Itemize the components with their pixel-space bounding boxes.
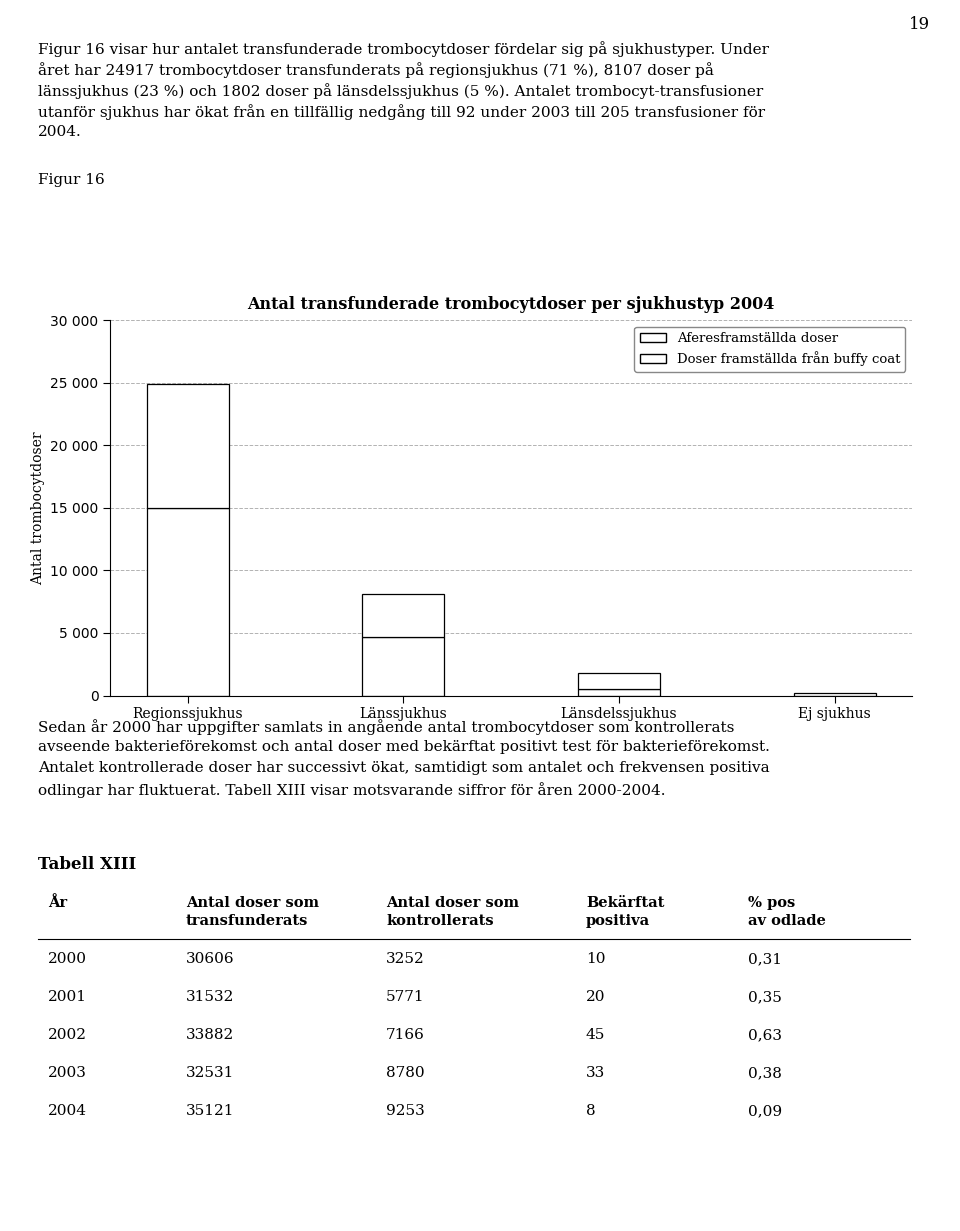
Text: odlingar har fluktuerat. Tabell XIII visar motsvarande siffror för åren 2000-200: odlingar har fluktuerat. Tabell XIII vis… [38, 782, 665, 798]
Bar [363, 595, 444, 636]
Text: 8: 8 [586, 1104, 595, 1118]
Bar [363, 636, 444, 696]
Text: 0,38: 0,38 [748, 1066, 781, 1080]
Title: Antal transfunderade trombocytdoser per sjukhustyp 2004: Antal transfunderade trombocytdoser per … [248, 295, 775, 313]
Text: länssjukhus (23 %) och 1802 doser på länsdelssjukhus (5 %). Antalet trombocyt-tr: länssjukhus (23 %) och 1802 doser på län… [38, 82, 763, 98]
Text: 2002: 2002 [48, 1028, 87, 1041]
Text: 9253: 9253 [386, 1104, 424, 1118]
Text: 33882: 33882 [186, 1028, 234, 1041]
Text: 33: 33 [586, 1066, 605, 1080]
Text: 7166: 7166 [386, 1028, 425, 1041]
Text: År: År [48, 896, 67, 910]
Text: 0,63: 0,63 [748, 1028, 782, 1041]
Text: 2004.: 2004. [38, 126, 82, 139]
Text: 0,31: 0,31 [748, 952, 782, 966]
Text: Tabell XIII: Tabell XIII [38, 856, 136, 873]
Text: Sedan år 2000 har uppgifter samlats in angående antal trombocytdoser som kontrol: Sedan år 2000 har uppgifter samlats in a… [38, 719, 734, 735]
Bar [794, 693, 876, 696]
Text: 0,35: 0,35 [748, 990, 781, 1004]
Text: 2004: 2004 [48, 1104, 87, 1118]
Text: 5771: 5771 [386, 990, 424, 1004]
Bar [147, 384, 228, 508]
Text: Antal doser som
transfunderats: Antal doser som transfunderats [186, 896, 319, 928]
Text: 10: 10 [586, 952, 606, 966]
Text: 31532: 31532 [186, 990, 234, 1004]
Text: Figur 16: Figur 16 [38, 174, 105, 187]
Text: % pos
av odlade: % pos av odlade [748, 896, 826, 928]
Text: Bekärftat
positiva: Bekärftat positiva [586, 896, 664, 928]
Text: 30606: 30606 [186, 952, 234, 966]
Text: 19: 19 [909, 16, 930, 33]
Legend: Aferesframställda doser, Doser framställda från buffy coat: Aferesframställda doser, Doser framställ… [635, 326, 905, 372]
Text: 35121: 35121 [186, 1104, 234, 1118]
Text: 20: 20 [586, 990, 606, 1004]
Text: avseende bakterieförekomst och antal doser med bekärftat positivt test för bakte: avseende bakterieförekomst och antal dos… [38, 740, 770, 755]
Text: året har 24917 trombocytdoser transfunderats på regionsjukhus (71 %), 8107 doser: året har 24917 trombocytdoser transfunde… [38, 62, 714, 78]
Text: utanför sjukhus har ökat från en tillfällig nedgång till 92 under 2003 till 205 : utanför sjukhus har ökat från en tillfäl… [38, 103, 765, 119]
Bar [578, 673, 660, 688]
Text: 3252: 3252 [386, 952, 424, 966]
Text: 0,09: 0,09 [748, 1104, 782, 1118]
Text: Antalet kontrollerade doser har successivt ökat, samtidigt som antalet och frekv: Antalet kontrollerade doser har successi… [38, 761, 770, 776]
Text: Figur 16 visar hur antalet transfunderade trombocytdoser fördelar sig på sjukhus: Figur 16 visar hur antalet transfunderad… [38, 41, 769, 57]
Text: 32531: 32531 [186, 1066, 234, 1080]
Bar [147, 508, 228, 696]
Text: 8780: 8780 [386, 1066, 424, 1080]
Text: 2003: 2003 [48, 1066, 86, 1080]
Text: 2001: 2001 [48, 990, 87, 1004]
Text: Antal doser som
kontrollerats: Antal doser som kontrollerats [386, 896, 519, 928]
Bar [578, 688, 660, 696]
Text: 2000: 2000 [48, 952, 87, 966]
Y-axis label: Antal trombocytdoser: Antal trombocytdoser [31, 431, 45, 585]
Text: 45: 45 [586, 1028, 606, 1041]
